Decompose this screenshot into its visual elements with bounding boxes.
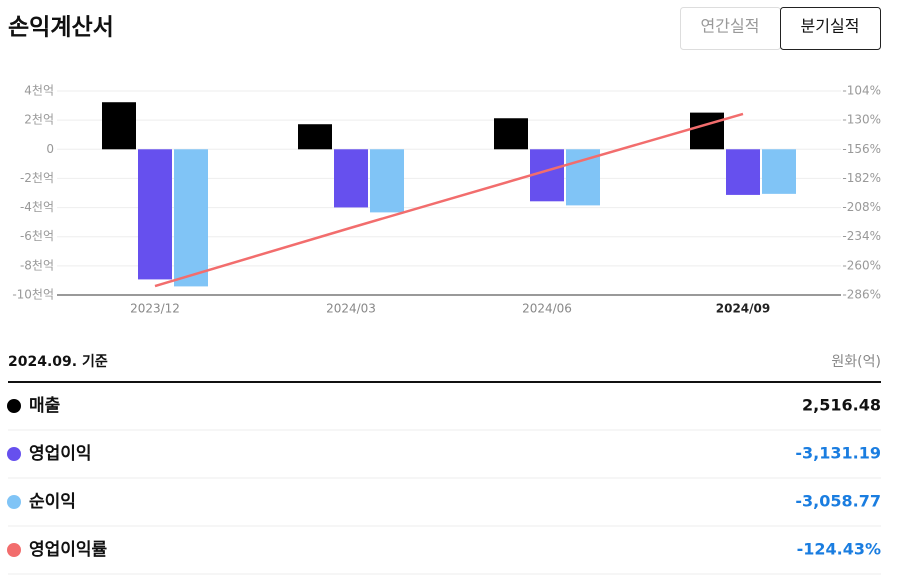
bar xyxy=(174,149,208,287)
y-tick-label: 2천억 xyxy=(24,112,54,127)
y-tick-label: 0 xyxy=(46,142,54,156)
y-tick-label: -2천억 xyxy=(20,170,54,185)
row-value: -124.43% xyxy=(797,540,881,559)
bar xyxy=(102,102,136,150)
bar xyxy=(494,118,528,150)
legend-dot xyxy=(7,495,21,509)
bar xyxy=(138,149,172,280)
bar xyxy=(370,149,404,213)
legend-dot xyxy=(7,543,21,557)
summary-date: 2024.09. 기준 xyxy=(8,354,108,370)
bar xyxy=(298,124,332,150)
row-value: -3,131.19 xyxy=(795,444,881,463)
y2-tick-label: -130% xyxy=(842,113,881,127)
row-name: 영업이익률 xyxy=(29,540,108,560)
bar xyxy=(690,112,724,150)
bar xyxy=(530,149,564,202)
x-tick-label: 2023/12 xyxy=(130,302,180,316)
bar xyxy=(726,149,760,195)
y2-tick-label: -234% xyxy=(842,229,881,243)
summary-unit: 원화(억) xyxy=(831,354,881,370)
page-title: 손익계산서 xyxy=(8,15,114,41)
legend-dot xyxy=(7,447,21,461)
row-value: -3,058.77 xyxy=(795,492,881,511)
y2-tick-label: -182% xyxy=(842,171,881,185)
y-tick-label: -4천억 xyxy=(20,199,54,214)
tab-button-selected[interactable] xyxy=(780,7,881,50)
row-name: 영업이익 xyxy=(29,444,92,464)
tab-label[interactable]: 분기실적 xyxy=(801,17,860,36)
y-tick-label: -8천억 xyxy=(20,257,54,272)
bar xyxy=(334,149,368,208)
x-tick-label: 2024/09 xyxy=(716,302,770,316)
row-value: 2,516.48 xyxy=(802,396,881,415)
y-tick-label: 4천억 xyxy=(24,83,54,98)
bar xyxy=(566,149,600,206)
y-tick-label: -6천억 xyxy=(20,228,54,243)
y2-tick-label: -208% xyxy=(842,200,881,214)
tab-label[interactable]: 연간실적 xyxy=(701,17,760,36)
y2-tick-label: -156% xyxy=(842,142,881,156)
y2-tick-label: -286% xyxy=(842,288,881,302)
line-series xyxy=(154,112,744,288)
y2-tick-label: -104% xyxy=(842,84,881,98)
row-name: 순이익 xyxy=(29,492,76,512)
y2-tick-label: -260% xyxy=(842,258,881,272)
x-tick-label: 2024/06 xyxy=(522,302,572,316)
x-tick-label: 2024/03 xyxy=(326,302,376,316)
legend-dot xyxy=(7,399,21,413)
bar xyxy=(762,149,796,194)
y-tick-label: -10천억 xyxy=(12,287,54,302)
row-name: 매출 xyxy=(29,396,61,416)
